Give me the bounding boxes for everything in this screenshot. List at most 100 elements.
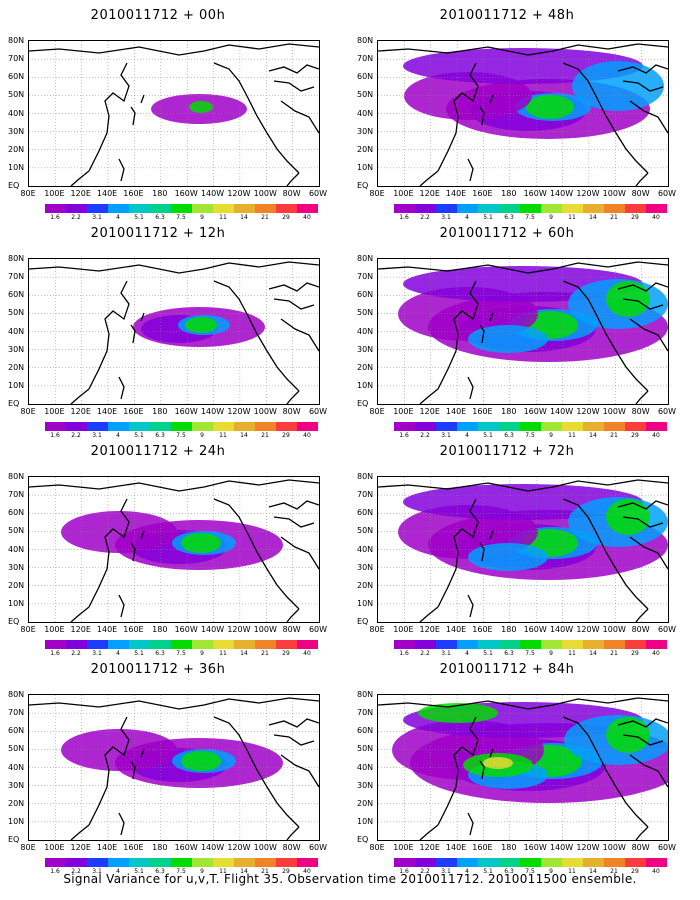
coastline xyxy=(622,516,664,528)
colorbar-label: 6.3 xyxy=(155,432,165,439)
colorbar-label: 6.3 xyxy=(504,650,514,657)
longitude-label: 80W xyxy=(631,407,650,416)
coastline xyxy=(378,261,668,274)
latitude-label: 60N xyxy=(357,72,374,82)
colorbar-swatch xyxy=(108,640,129,649)
colorbar-swatch xyxy=(499,204,520,213)
latitude-label: 80N xyxy=(8,254,25,263)
colorbar-label: 6.3 xyxy=(504,432,514,439)
variance-contour xyxy=(606,717,650,753)
colorbar-label: 6.3 xyxy=(155,868,165,875)
latitude-label: 80N xyxy=(357,472,374,481)
longitude-label: 80W xyxy=(282,189,301,198)
coastline xyxy=(437,498,479,608)
colorbar-label: 5.1 xyxy=(134,432,144,439)
latitude-label: 50N xyxy=(8,90,25,100)
colorbar-swatch xyxy=(150,422,171,431)
colorbar-label: 9 xyxy=(200,650,204,657)
panel-title: 2010011712 + 24h xyxy=(90,444,226,459)
longitude-label: 60W xyxy=(657,407,677,416)
longitude-label: 140W xyxy=(200,189,225,198)
longitude-label: 180 xyxy=(152,189,168,198)
colorbar-swatch xyxy=(520,640,541,649)
colorbar-label: 4 xyxy=(116,868,120,875)
longitude-label: 140E xyxy=(445,625,467,634)
latitude-label: 40N xyxy=(8,544,25,554)
variance-contour xyxy=(606,281,650,317)
latitude-label: 60N xyxy=(8,726,25,736)
longitude-label: 60W xyxy=(308,407,328,416)
colorbar-swatch xyxy=(436,204,457,213)
longitude-label: 120E xyxy=(419,625,440,634)
coastline xyxy=(130,542,136,562)
colorbar-label: 21 xyxy=(261,432,269,439)
longitude-label: 100E xyxy=(393,407,414,416)
colorbar-swatch xyxy=(297,640,318,649)
latitude-label: 40N xyxy=(357,762,374,772)
colorbar-swatch xyxy=(604,204,625,213)
colorbar-swatch xyxy=(562,204,583,213)
latitude-label: 40N xyxy=(357,326,374,336)
colorbar-swatch xyxy=(192,204,213,213)
colorbar-label: 4 xyxy=(465,214,469,221)
coastline xyxy=(629,536,668,570)
longitude-label: 80W xyxy=(282,843,301,852)
coastline xyxy=(489,94,494,104)
coastline xyxy=(273,734,315,746)
longitude-label: 120W xyxy=(227,189,251,198)
coastline xyxy=(130,760,136,780)
longitude-label: 60W xyxy=(308,189,328,198)
colorbar-swatch xyxy=(457,640,478,649)
colorbar-swatch xyxy=(87,858,108,867)
colorbar-swatch xyxy=(541,422,562,431)
colorbar-label: 1.6 xyxy=(399,650,409,657)
colorbar-label: 7.5 xyxy=(525,214,535,221)
colorbar-label: 2.2 xyxy=(71,868,81,875)
colorbar-label: 1.6 xyxy=(399,432,409,439)
colorbar-label: 6.3 xyxy=(504,868,514,875)
colorbar-label: 21 xyxy=(261,214,269,221)
colorbar-swatch xyxy=(255,858,276,867)
coastline xyxy=(479,106,485,126)
panel-title: 2010011712 + 12h xyxy=(90,226,226,241)
coastline xyxy=(88,280,130,390)
colorbar-swatch xyxy=(66,422,87,431)
longitude-label: 160E xyxy=(123,625,144,634)
coastline xyxy=(467,812,474,836)
variance-contour xyxy=(181,751,221,771)
colorbar-swatch xyxy=(478,640,499,649)
colorbar-swatch xyxy=(415,204,436,213)
coastline xyxy=(467,376,474,400)
colorbar-label: 14 xyxy=(240,432,248,439)
colorbar-swatch xyxy=(297,422,318,431)
colorbar-label: 14 xyxy=(240,214,248,221)
colorbar-swatch xyxy=(171,640,192,649)
colorbar-swatch xyxy=(192,858,213,867)
colorbar-label: 40 xyxy=(303,650,311,657)
coastline xyxy=(419,824,439,840)
coastline xyxy=(268,718,319,728)
longitude-label: 120W xyxy=(227,407,251,416)
colorbar-swatch xyxy=(541,640,562,649)
colorbar-label: 5.1 xyxy=(483,214,493,221)
latitude-label: 20N xyxy=(8,580,25,590)
colorbar-label: 40 xyxy=(652,868,660,875)
panel-title: 2010011712 + 48h xyxy=(439,8,575,23)
colorbar-label: 7.5 xyxy=(525,650,535,657)
latitude-label: EQ xyxy=(8,835,20,844)
latitude-label: 30N xyxy=(357,780,374,790)
panel-title: 2010011712 + 72h xyxy=(439,444,575,459)
longitude-label: 160E xyxy=(472,189,493,198)
longitude-label: 160W xyxy=(174,625,198,634)
latitude-label: 30N xyxy=(8,344,25,354)
panel-title: 2010011712 + 36h xyxy=(90,662,226,677)
longitude-label: 60W xyxy=(657,625,677,634)
colorbar-swatch xyxy=(625,204,646,213)
map-panel: 2010011712 + 00h 80N 70N 60N 50N 40N 30N 20N 10N… xyxy=(8,8,348,228)
colorbar-swatch xyxy=(520,858,541,867)
coastline xyxy=(378,43,668,56)
longitude-label: 120W xyxy=(576,189,600,198)
longitude-label: 100E xyxy=(44,189,65,198)
colorbar-swatch xyxy=(646,640,667,649)
colorbar-swatch xyxy=(213,422,234,431)
